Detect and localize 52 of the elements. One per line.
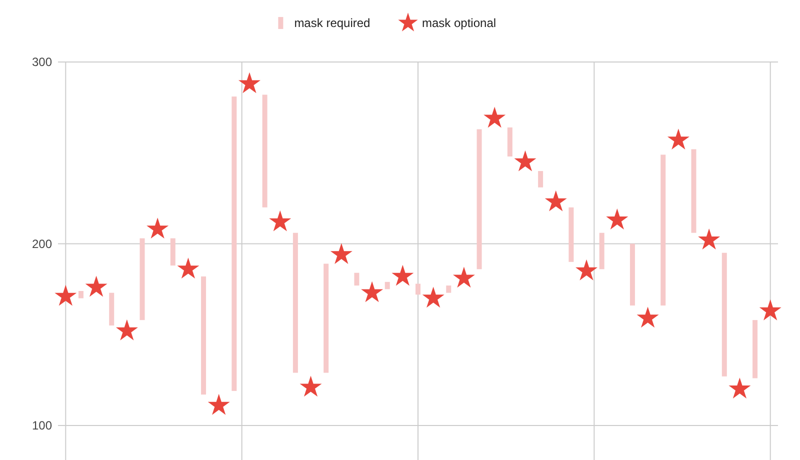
bar	[660, 154, 666, 306]
point	[606, 208, 628, 230]
point	[484, 106, 506, 128]
y-tick-label: 200	[32, 236, 52, 251]
point	[698, 228, 720, 250]
bar	[599, 232, 604, 270]
bar	[78, 290, 84, 298]
bar	[140, 238, 145, 320]
bar	[416, 284, 420, 295]
bar	[232, 96, 237, 391]
bar	[354, 272, 360, 286]
y-tick-label: 300	[32, 55, 52, 70]
bar	[446, 286, 452, 293]
point	[238, 72, 260, 94]
point	[116, 319, 138, 340]
bar	[109, 292, 114, 326]
point	[177, 258, 200, 279]
bar	[384, 282, 390, 290]
legend-label: mask optional	[422, 16, 496, 30]
point	[759, 299, 782, 320]
point	[269, 210, 292, 232]
point	[54, 284, 77, 306]
bar	[538, 171, 544, 188]
legend-label: mask required	[294, 16, 370, 30]
bar	[752, 320, 758, 378]
bar	[201, 276, 206, 395]
point	[544, 190, 567, 212]
point	[146, 218, 169, 239]
point	[667, 128, 690, 150]
point	[330, 243, 352, 264]
bar	[324, 264, 329, 373]
bar	[170, 238, 176, 266]
point	[636, 306, 659, 328]
bar	[262, 94, 268, 208]
y-tick-label: 100	[32, 418, 52, 433]
bar	[507, 127, 512, 157]
point	[728, 378, 751, 398]
bar	[476, 129, 482, 270]
bar	[722, 252, 727, 376]
point	[300, 376, 322, 397]
point	[514, 150, 536, 172]
point	[208, 394, 230, 415]
point	[422, 286, 444, 308]
point	[576, 259, 598, 280]
point	[85, 276, 108, 297]
bar	[691, 149, 696, 233]
bar	[292, 232, 298, 373]
bar	[630, 244, 635, 306]
point	[392, 264, 414, 286]
point	[361, 281, 384, 302]
bar	[568, 207, 574, 262]
point	[452, 266, 475, 288]
